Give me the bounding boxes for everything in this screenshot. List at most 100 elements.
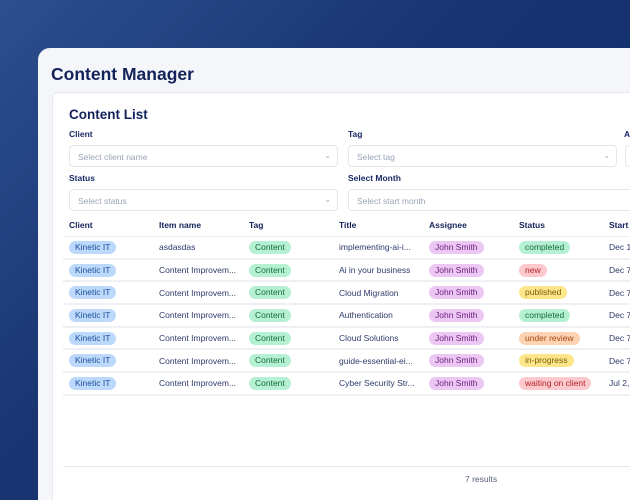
tag-cell: Content [243, 326, 333, 351]
status-badge: completed [519, 308, 571, 322]
column-header[interactable]: Tag [243, 215, 333, 237]
item-text: asdasdas [159, 242, 196, 253]
column-header[interactable]: Start [603, 215, 630, 237]
assignee-badge: John Smith [429, 286, 484, 300]
client-badge: Kinetic IT [69, 354, 117, 368]
tag-badge: Content [249, 286, 291, 300]
title-text: guide-essential-ei... [339, 355, 413, 366]
tag-cell: Content [243, 236, 333, 260]
table-row[interactable]: Kinetic IT Content Improvem... Content Clou… [63, 326, 630, 351]
month-label: Select Month [348, 173, 401, 183]
tag-cell: Content [243, 349, 333, 374]
status-select[interactable]: Select status ⌄ [69, 189, 338, 211]
table-row[interactable]: Kinetic IT Content Improvem... Content Clou… [63, 281, 630, 306]
item-cell: Content Improvem... [153, 372, 243, 396]
tag-cell: Content [243, 372, 333, 396]
client-cell: Kinetic IT [63, 326, 153, 351]
client-cell: Kinetic IT [63, 304, 153, 328]
column-header[interactable]: Item name [153, 215, 243, 237]
start-text: Jul 2, [609, 378, 630, 389]
tag-cell: Content [243, 258, 333, 283]
item-text: Content Improvem... [159, 310, 237, 321]
item-cell: Content Improvem... [153, 304, 243, 328]
client-cell: Kinetic IT [63, 349, 153, 374]
status-placeholder: Select status [78, 196, 127, 206]
start-text: Dec 7 [609, 333, 630, 344]
status-badge: waiting on client [519, 376, 592, 390]
assignee-select[interactable] [625, 145, 630, 167]
title-cell: Cloud Migration [333, 281, 423, 306]
client-badge: Kinetic IT [69, 263, 117, 277]
client-select[interactable]: Select client name ⌄ [69, 145, 338, 167]
title-text: Authentication [339, 310, 393, 321]
table-row[interactable]: Kinetic IT Content Improvem... Content Cybe… [63, 372, 630, 396]
tag-badge: Content [249, 240, 291, 254]
item-cell: Content Improvem... [153, 349, 243, 374]
chevron-down-icon: ⌄ [324, 151, 331, 160]
start-cell: Dec 7 [603, 258, 630, 283]
month-placeholder: Select start month [357, 196, 426, 206]
client-badge: Kinetic IT [69, 376, 117, 390]
start-cell: Dec 7 [603, 281, 630, 306]
assignee-cell: John Smith [423, 258, 513, 283]
start-text: Dec 7 [609, 310, 630, 321]
start-text: Dec 7 [609, 287, 630, 298]
start-text: Dec 7 [609, 355, 630, 366]
column-header[interactable]: Status [513, 215, 603, 237]
title-cell: Cloud Solutions [333, 326, 423, 351]
table-row[interactable]: Kinetic IT Content Improvem... Content Ai i… [63, 258, 630, 283]
assignee-badge: John Smith [429, 308, 484, 322]
assignee-cell: John Smith [423, 372, 513, 396]
item-text: Content Improvem... [159, 265, 237, 276]
month-picker[interactable]: Select start month [348, 189, 630, 211]
column-header[interactable]: Title [333, 215, 423, 237]
client-cell: Kinetic IT [63, 372, 153, 396]
title-cell: implementing-ai-i... [333, 236, 423, 260]
client-placeholder: Select client name [78, 152, 148, 162]
tag-badge: Content [249, 263, 291, 277]
chevron-down-icon: ⌄ [324, 195, 331, 204]
column-header[interactable]: Client [63, 215, 153, 237]
client-cell: Kinetic IT [63, 258, 153, 283]
status-label: Status [69, 173, 95, 183]
start-cell: Dec 7 [603, 304, 630, 328]
status-badge: new [519, 263, 547, 277]
assignee-cell: John Smith [423, 236, 513, 260]
column-header[interactable]: Assignee [423, 215, 513, 237]
table-row[interactable]: Kinetic IT Content Improvem... Content guid… [63, 349, 630, 374]
tag-badge: Content [249, 354, 291, 368]
client-badge: Kinetic IT [69, 308, 117, 322]
start-cell: Jul 2, [603, 372, 630, 396]
results-count: 7 results [465, 474, 498, 484]
tag-badge: Content [249, 308, 291, 322]
item-cell: Content Improvem... [153, 258, 243, 283]
app-window: Content Manager Content List Client Sele… [38, 48, 630, 500]
tag-badge: Content [249, 331, 291, 345]
title-cell: Authentication [333, 304, 423, 328]
table-row[interactable]: Kinetic IT asdasdas Content implementing-ai… [63, 236, 630, 260]
client-cell: Kinetic IT [63, 281, 153, 306]
table-row[interactable]: Kinetic IT Content Improvem... Content Auth… [63, 304, 630, 328]
assignee-badge: John Smith [429, 240, 484, 254]
assignee-badge: John Smith [429, 376, 484, 390]
start-cell: Dec 7 [603, 326, 630, 351]
client-badge: Kinetic IT [69, 286, 117, 300]
title-cell: guide-essential-ei... [333, 349, 423, 374]
tag-select[interactable]: Select tag ⌄ [348, 145, 617, 167]
status-cell: under review [513, 326, 603, 351]
item-cell: asdasdas [153, 236, 243, 260]
title-text: Cyber Security Str... [339, 378, 415, 389]
item-text: Content Improvem... [159, 378, 237, 389]
title-cell: Ai in your business [333, 258, 423, 283]
assignee-badge: John Smith [429, 354, 484, 368]
assignee-cell: John Smith [423, 281, 513, 306]
status-cell: published [513, 281, 603, 306]
panel-title: Content List [69, 107, 148, 122]
chevron-down-icon: ⌄ [603, 151, 610, 160]
status-badge: in-progress [519, 354, 574, 368]
assignee-label: A [624, 129, 630, 139]
tag-label: Tag [348, 129, 363, 139]
status-badge: under review [519, 331, 580, 345]
status-cell: new [513, 258, 603, 283]
title-text: Ai in your business [339, 265, 411, 276]
